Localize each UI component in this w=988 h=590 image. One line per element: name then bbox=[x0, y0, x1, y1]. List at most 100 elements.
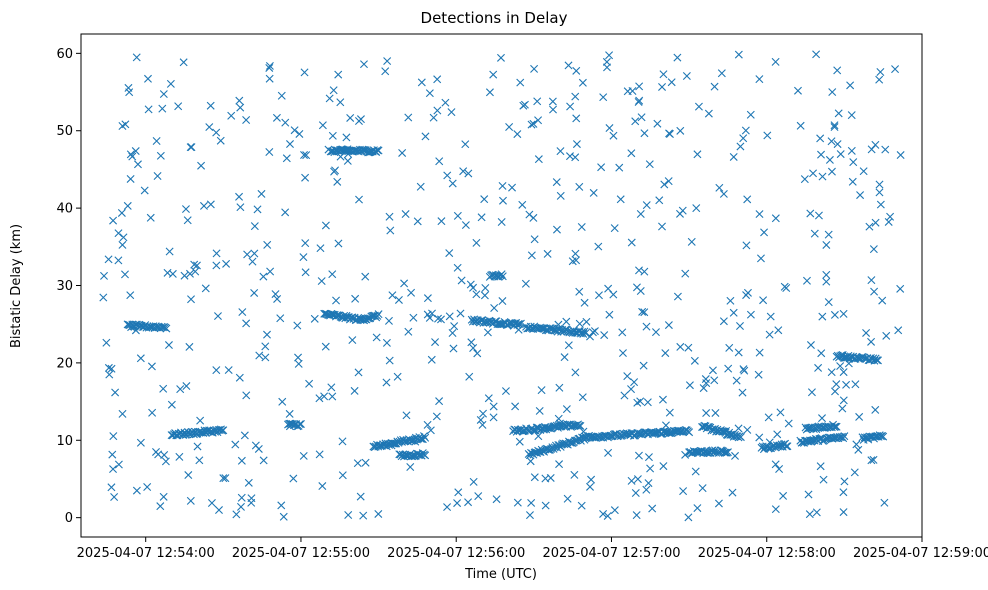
detection-point bbox=[221, 474, 230, 483]
detection-point bbox=[576, 421, 585, 430]
detection-point bbox=[207, 499, 216, 508]
detection-point bbox=[577, 501, 586, 510]
detection-point bbox=[658, 395, 667, 404]
detection-point bbox=[263, 330, 271, 339]
detection-point bbox=[731, 451, 740, 460]
detection-point bbox=[685, 428, 694, 437]
detection-point bbox=[658, 82, 667, 91]
detection-point bbox=[673, 53, 682, 62]
detection-point bbox=[205, 123, 214, 132]
detection-point bbox=[521, 279, 530, 288]
detection-point bbox=[520, 100, 529, 109]
detection-point bbox=[859, 167, 868, 176]
detection-point bbox=[102, 338, 111, 347]
detection-point bbox=[294, 359, 303, 368]
detection-point bbox=[236, 103, 245, 112]
detection-point bbox=[819, 475, 828, 484]
detection-point bbox=[577, 223, 586, 231]
detection-point bbox=[212, 249, 221, 258]
detection-point bbox=[489, 70, 498, 79]
detection-point bbox=[687, 237, 696, 246]
detection-point bbox=[537, 386, 546, 395]
detection-point bbox=[771, 57, 780, 66]
detection-point bbox=[886, 212, 895, 221]
detection-point bbox=[664, 177, 673, 186]
x-axis-label: Time (UTC) bbox=[464, 567, 537, 582]
detection-point bbox=[721, 448, 730, 457]
detection-point bbox=[667, 78, 676, 87]
detection-point bbox=[848, 177, 857, 186]
detection-point bbox=[817, 150, 826, 159]
detection-point bbox=[141, 321, 150, 330]
detection-point bbox=[277, 91, 286, 100]
detection-point bbox=[623, 372, 632, 381]
detection-point bbox=[555, 325, 564, 334]
detection-point bbox=[525, 210, 534, 219]
detection-point bbox=[236, 203, 245, 212]
detection-point bbox=[393, 372, 402, 381]
detection-point bbox=[244, 478, 253, 487]
y-axis-label: Bistatic Delay (km) bbox=[9, 224, 24, 348]
detection-point bbox=[571, 92, 580, 101]
detection-point bbox=[755, 75, 764, 84]
detection-point bbox=[301, 268, 310, 277]
detection-point bbox=[562, 317, 571, 326]
detection-point bbox=[199, 428, 208, 437]
detection-point bbox=[776, 408, 785, 417]
detection-point bbox=[711, 408, 720, 417]
detection-point bbox=[632, 283, 641, 292]
detection-point bbox=[464, 498, 473, 507]
detection-point bbox=[763, 131, 772, 140]
detection-point bbox=[469, 477, 478, 486]
detection-point bbox=[184, 471, 193, 480]
detection-point bbox=[374, 146, 383, 155]
detection-point bbox=[852, 440, 861, 449]
detection-point bbox=[732, 376, 741, 385]
detection-point bbox=[724, 364, 733, 373]
detection-point bbox=[286, 140, 294, 149]
detection-point bbox=[465, 372, 474, 381]
detection-point bbox=[755, 348, 764, 357]
detection-point bbox=[609, 131, 618, 140]
detection-point bbox=[350, 386, 359, 395]
detection-point bbox=[839, 488, 848, 497]
detection-point bbox=[575, 287, 584, 296]
detection-point bbox=[164, 341, 173, 350]
detection-point bbox=[281, 118, 290, 127]
detection-point bbox=[281, 208, 290, 217]
detection-point bbox=[385, 212, 394, 221]
detection-point bbox=[871, 218, 880, 227]
detection-point bbox=[453, 499, 462, 508]
detection-point bbox=[796, 121, 805, 130]
detection-point bbox=[320, 392, 329, 401]
detection-point bbox=[355, 195, 363, 204]
detection-point bbox=[556, 191, 565, 200]
detection-point bbox=[469, 344, 478, 352]
detection-point bbox=[571, 153, 580, 162]
detection-point bbox=[636, 210, 645, 218]
detection-point bbox=[564, 61, 573, 70]
detection-point bbox=[318, 482, 327, 491]
detection-point bbox=[118, 409, 127, 418]
detection-point bbox=[348, 336, 357, 345]
detection-point bbox=[111, 388, 120, 397]
detection-point bbox=[620, 391, 629, 400]
detection-point bbox=[725, 343, 734, 352]
detection-point bbox=[136, 354, 145, 363]
detection-point bbox=[329, 86, 338, 95]
detection-point bbox=[590, 327, 599, 336]
detection-point bbox=[639, 361, 648, 370]
detection-point bbox=[839, 396, 848, 405]
detection-point bbox=[831, 422, 840, 431]
detection-point bbox=[818, 172, 827, 181]
detection-point bbox=[310, 314, 319, 323]
detection-point bbox=[640, 267, 649, 276]
y-tick-label: 40 bbox=[56, 202, 73, 217]
detection-point bbox=[874, 356, 882, 365]
detection-point bbox=[867, 337, 876, 346]
detection-point bbox=[263, 240, 272, 249]
detection-point bbox=[282, 154, 291, 163]
detection-point bbox=[806, 341, 815, 350]
detection-point bbox=[627, 476, 636, 485]
detection-point bbox=[250, 222, 259, 231]
